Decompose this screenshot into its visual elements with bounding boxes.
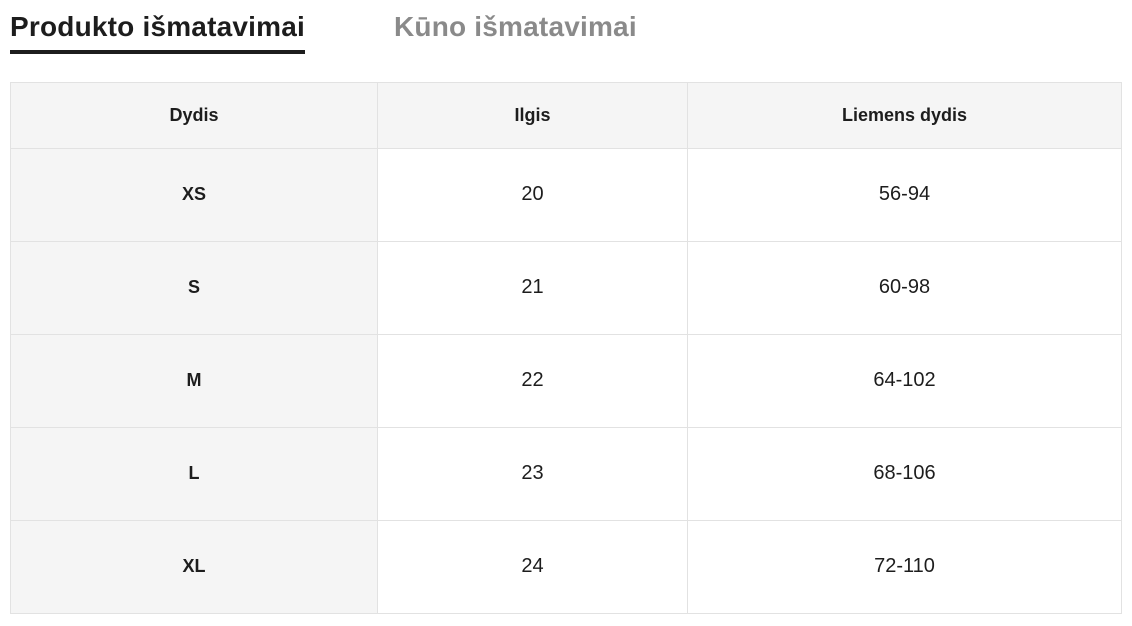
- size-cell: L: [10, 426, 378, 521]
- length-cell: 24: [377, 519, 688, 614]
- tab-product-measurements[interactable]: Produkto išmatavimai: [10, 10, 305, 54]
- waist-cell: 60-98: [687, 240, 1122, 335]
- column-header-size: Dydis: [10, 81, 378, 149]
- header-row: Dydis Ilgis Liemens dydis: [10, 81, 1122, 149]
- size-cell: XS: [10, 147, 378, 242]
- size-chart-header: Dydis Ilgis Liemens dydis: [10, 81, 1122, 149]
- table-row: M 22 64-102: [10, 333, 1122, 428]
- waist-cell: 56-94: [687, 147, 1122, 242]
- table-row: S 21 60-98: [10, 240, 1122, 335]
- waist-cell: 72-110: [687, 519, 1122, 614]
- size-chart-body: XS 20 56-94 S 21 60-98 M 22 64-102 L 23 …: [10, 147, 1122, 614]
- size-chart-tabbar: Produkto išmatavimai Kūno išmatavimai: [0, 0, 1132, 54]
- length-cell: 22: [377, 333, 688, 428]
- size-cell: S: [10, 240, 378, 335]
- table-row: XS 20 56-94: [10, 147, 1122, 242]
- length-cell: 21: [377, 240, 688, 335]
- table-row: L 23 68-106: [10, 426, 1122, 521]
- tab-body-measurements[interactable]: Kūno išmatavimai: [394, 10, 637, 54]
- length-cell: 23: [377, 426, 688, 521]
- column-header-length: Ilgis: [377, 81, 688, 149]
- table-row: XL 24 72-110: [10, 519, 1122, 614]
- length-cell: 20: [377, 147, 688, 242]
- waist-cell: 64-102: [687, 333, 1122, 428]
- size-cell: M: [10, 333, 378, 428]
- column-header-waist: Liemens dydis: [687, 81, 1122, 149]
- waist-cell: 68-106: [687, 426, 1122, 521]
- size-chart-table: Dydis Ilgis Liemens dydis XS 20 56-94 S …: [10, 81, 1122, 614]
- size-cell: XL: [10, 519, 378, 614]
